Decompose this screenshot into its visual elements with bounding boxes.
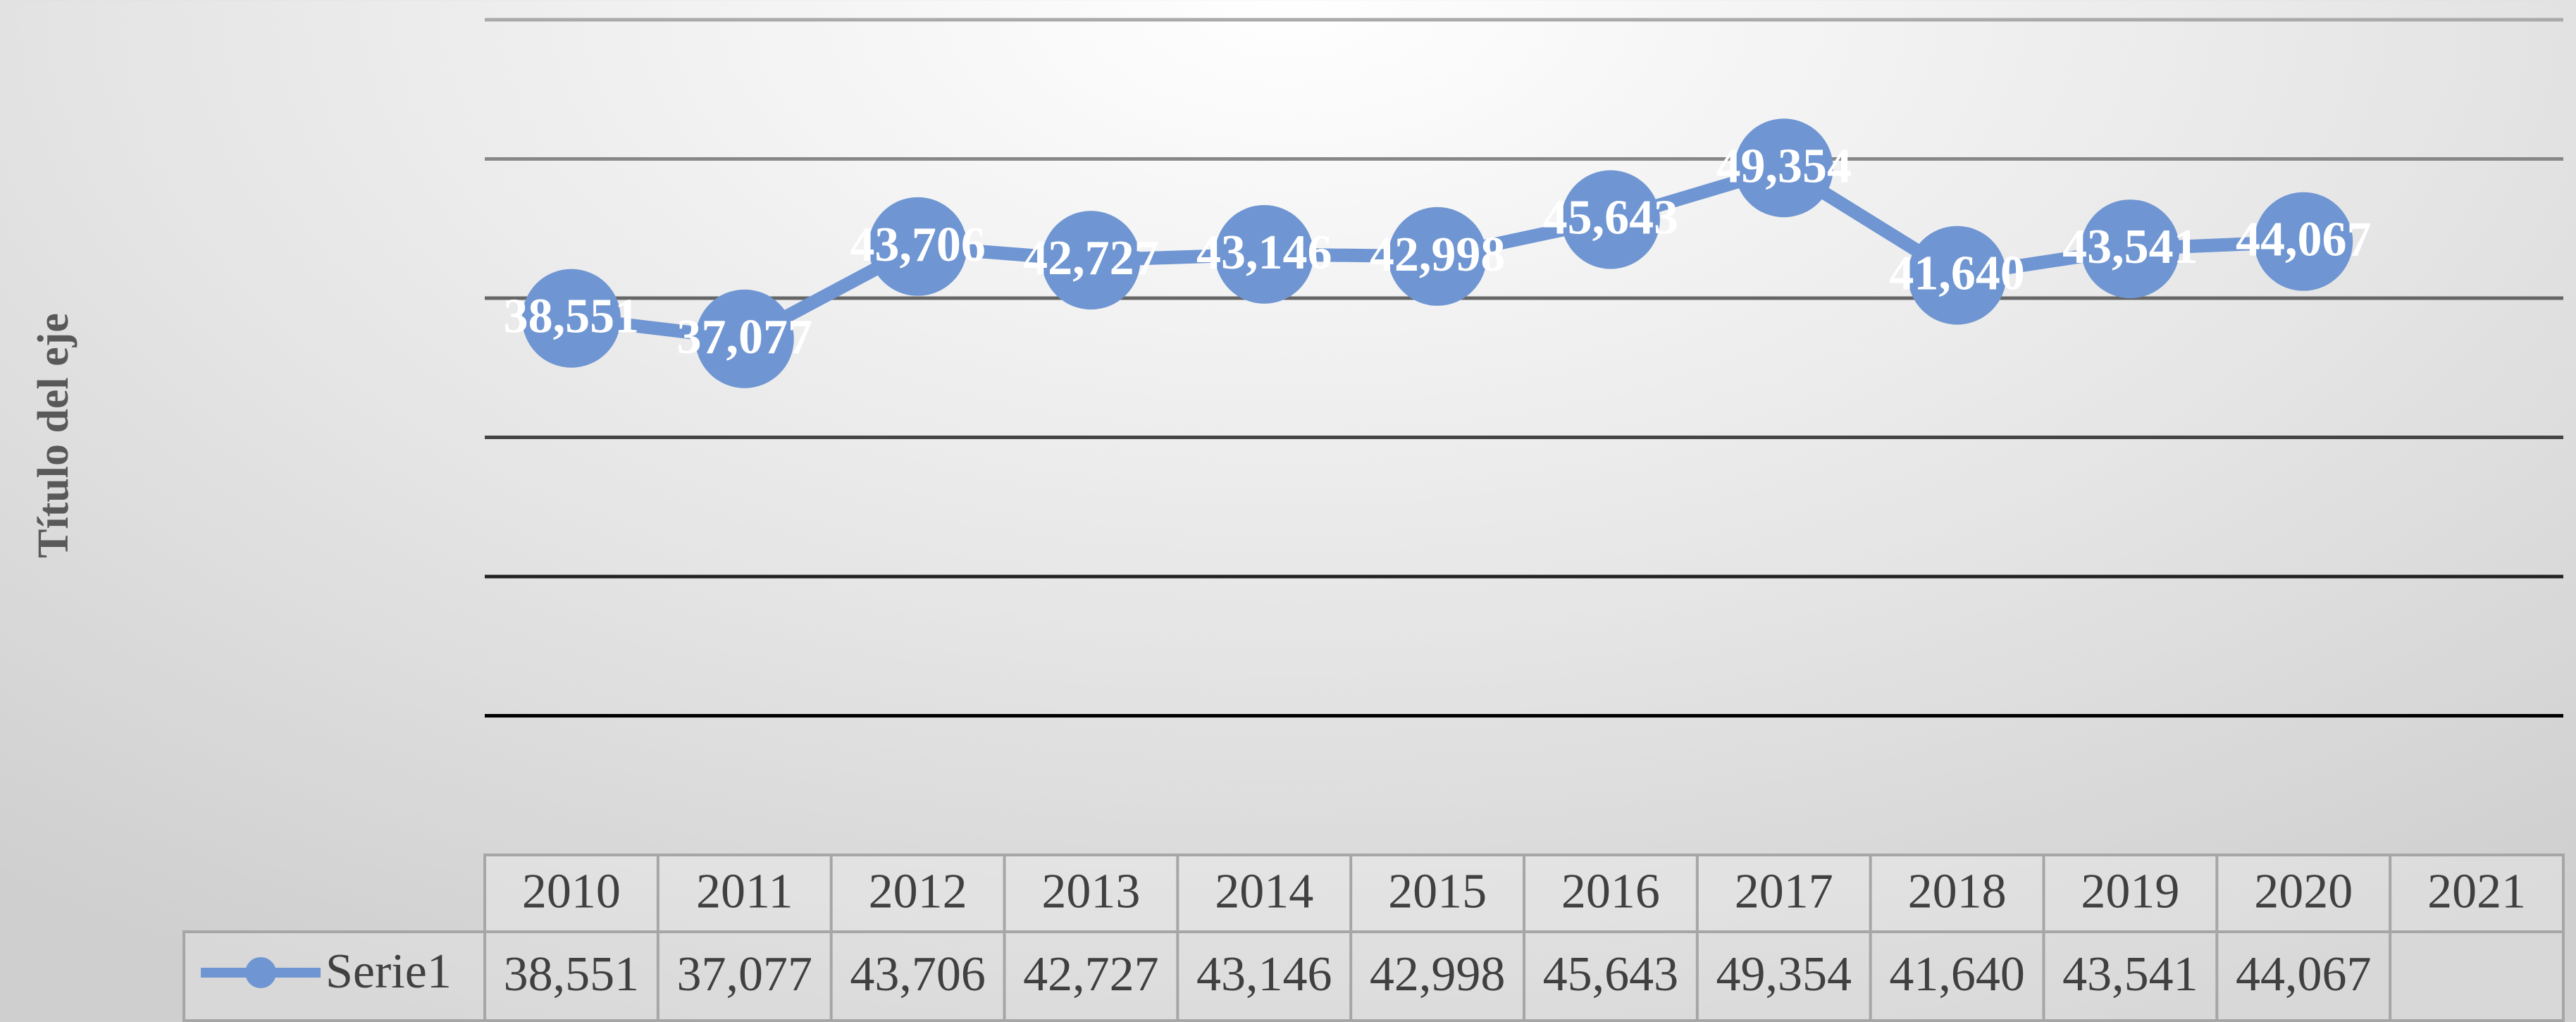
table-value: 43,706 <box>850 947 986 1002</box>
x-tick-label: 2015 <box>1388 865 1487 919</box>
data-label: 43,146 <box>1196 226 1332 280</box>
x-tick-label: 2016 <box>1561 865 1660 919</box>
data-label: 38,551 <box>504 290 640 344</box>
table-value: 49,354 <box>1716 947 1852 1002</box>
legend-label: Serie1 <box>326 944 452 999</box>
data-point <box>1215 204 1314 304</box>
data-label: 37,077 <box>677 310 813 364</box>
data-label: 49,354 <box>1716 139 1852 193</box>
table-value: 37,077 <box>677 947 813 1002</box>
table-value: 41,640 <box>1889 947 2025 1002</box>
data-point <box>1561 170 1660 269</box>
x-tick-label: 2017 <box>1735 865 1833 919</box>
x-tick-label: 2011 <box>696 865 793 919</box>
y-axis-title: Título del eje <box>30 313 78 558</box>
data-point <box>868 197 967 296</box>
table-value: 42,727 <box>1023 947 1159 1002</box>
table-value: 44,067 <box>2236 947 2372 1002</box>
data-label: 43,541 <box>2062 220 2198 274</box>
data-label: 42,998 <box>1370 228 1506 282</box>
table-value: 43,146 <box>1196 947 1332 1002</box>
x-tick-label: 2014 <box>1215 865 1313 919</box>
table-value: 42,998 <box>1370 947 1506 1002</box>
x-tick-label: 2019 <box>2081 865 2179 919</box>
data-point <box>695 289 794 388</box>
data-point <box>2081 199 2180 299</box>
data-point <box>1388 207 1487 306</box>
legend-key-marker <box>245 957 276 988</box>
data-point <box>1734 118 1833 218</box>
table-value: 38,551 <box>504 947 640 1002</box>
table-value: 43,541 <box>2062 947 2198 1002</box>
data-label: 41,640 <box>1889 247 2025 301</box>
x-tick-label: 2020 <box>2254 865 2353 919</box>
x-tick-label: 2012 <box>869 865 967 919</box>
data-label: 42,727 <box>1023 231 1159 285</box>
x-tick-label: 2013 <box>1041 865 1140 919</box>
table-value: 45,643 <box>1543 947 1679 1002</box>
x-tick-label: 2021 <box>2427 865 2526 919</box>
data-point <box>521 269 621 368</box>
x-tick-label: 2018 <box>1908 865 2007 919</box>
x-tick-label: 2010 <box>522 865 621 919</box>
data-point <box>1041 211 1141 310</box>
data-point <box>1907 226 2007 325</box>
data-label: 45,643 <box>1543 191 1679 245</box>
data-label: 44,067 <box>2236 213 2372 267</box>
data-point <box>2254 192 2353 291</box>
data-label: 43,706 <box>850 218 986 272</box>
